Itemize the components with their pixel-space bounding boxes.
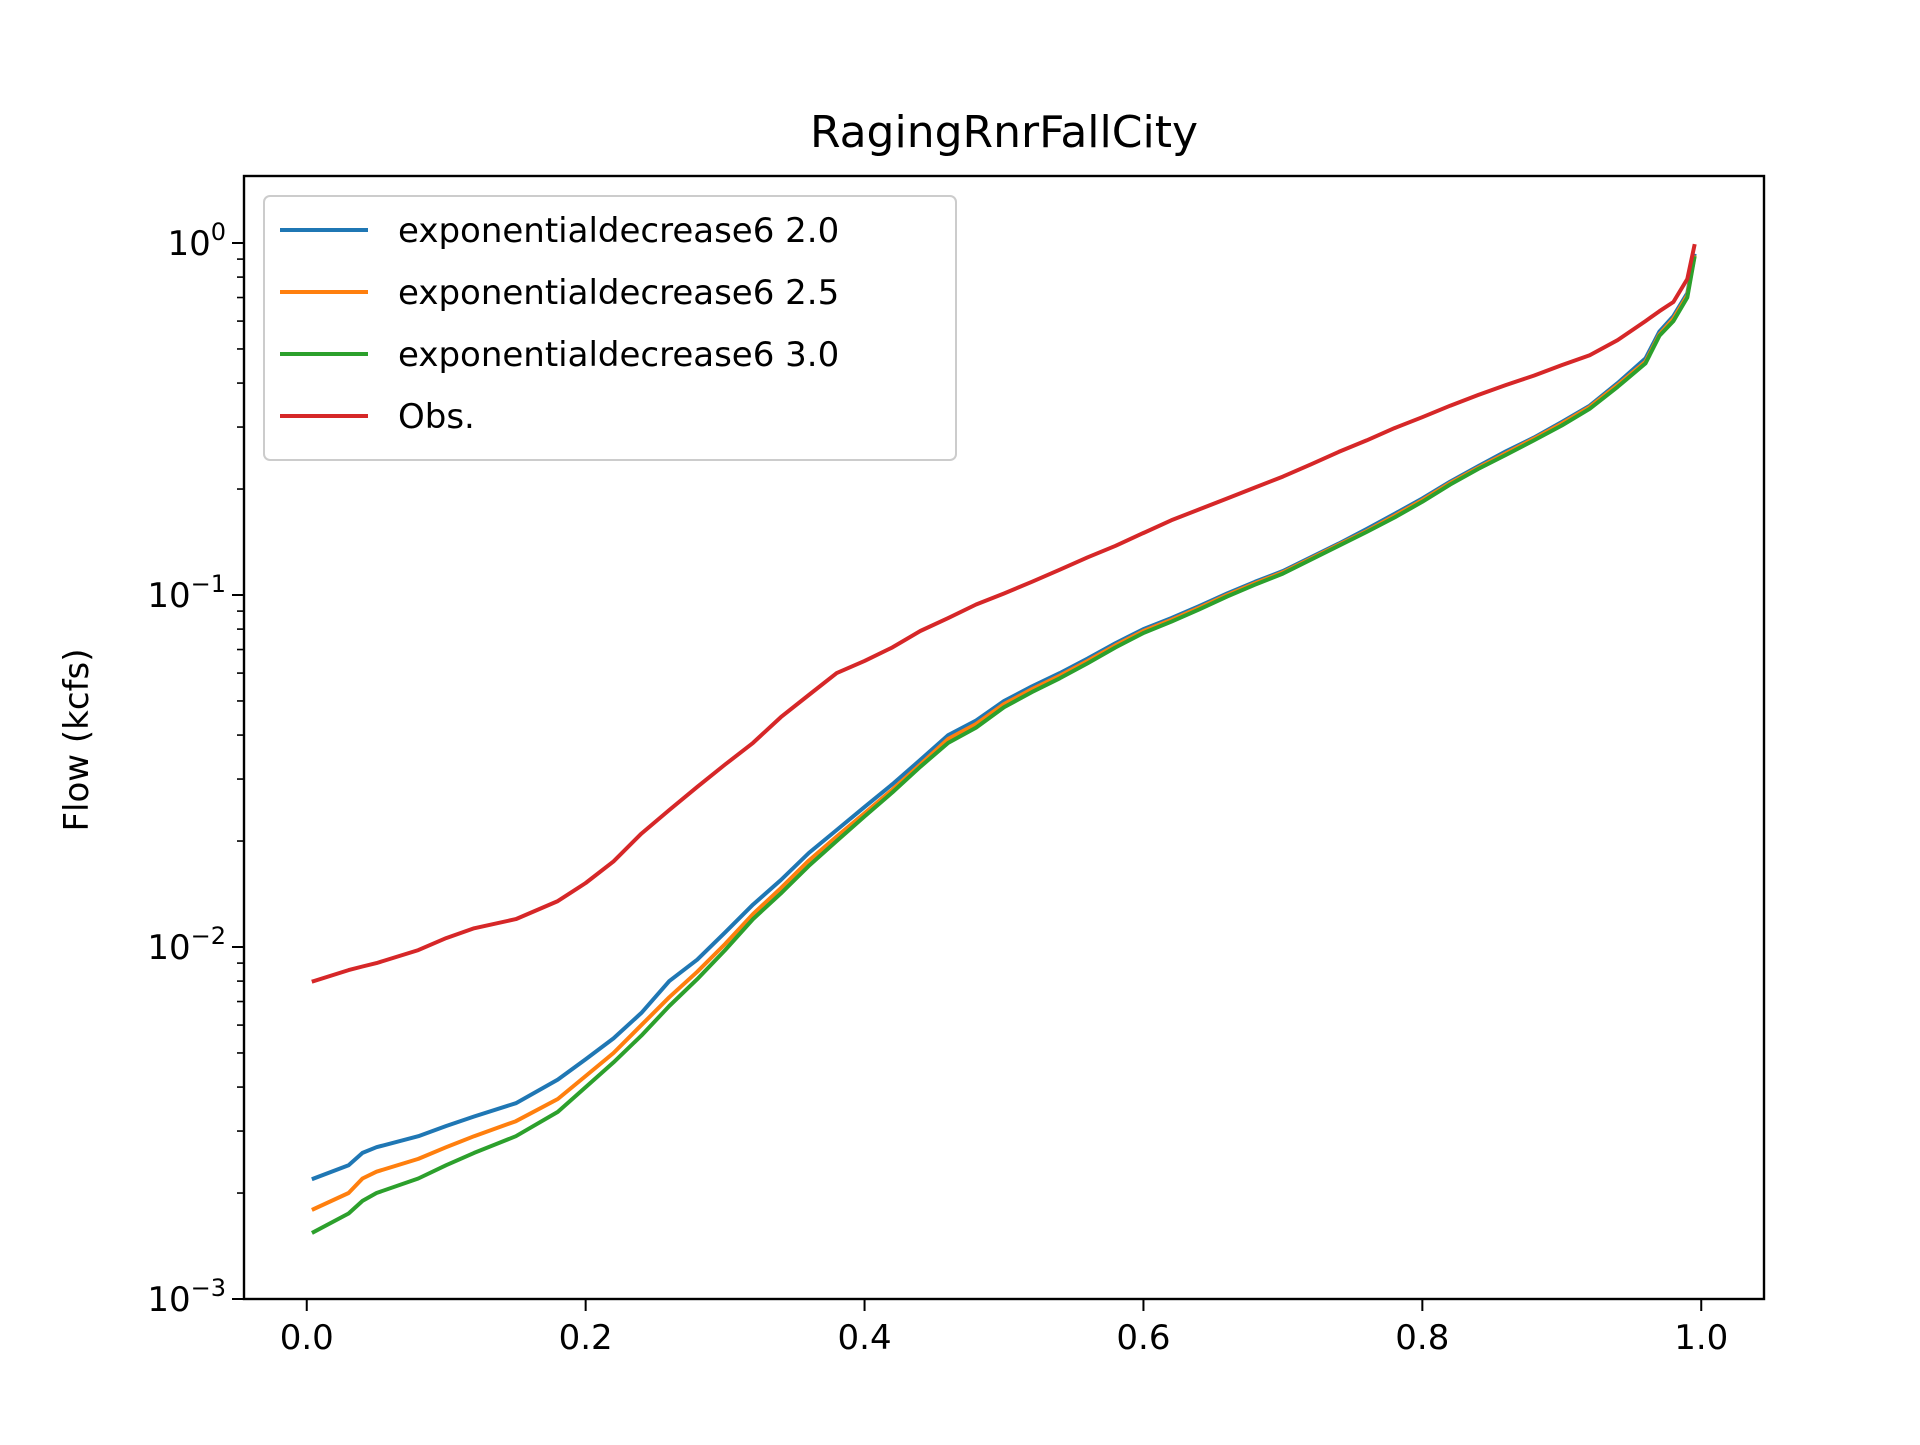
series-line-3 [311, 243, 1697, 984]
x-tick-label: 0.2 [559, 1318, 613, 1358]
legend-box [263, 195, 957, 461]
legend-label: Obs. [398, 397, 475, 437]
y-tick-label: 10−2 [147, 922, 226, 968]
x-tick-label: 0.8 [1395, 1318, 1449, 1358]
legend: exponentialdecrease6 2.0 exponentialdecre… [263, 195, 957, 461]
series-line-2 [310, 255, 1697, 1235]
legend-label: exponentialdecrease6 2.5 [398, 273, 839, 313]
x-tick-label: 1.0 [1674, 1318, 1728, 1358]
legend-label: exponentialdecrease6 3.0 [398, 335, 839, 375]
y-tick-label: 10−1 [147, 570, 226, 616]
y-tick-label: 100 [167, 218, 226, 264]
x-tick-label: 0.0 [280, 1318, 334, 1358]
plot-area [310, 243, 1697, 1235]
chart-title: RagingRnrFallCity [810, 107, 1198, 158]
x-tick-label: 0.4 [838, 1318, 892, 1358]
legend-label: exponentialdecrease6 2.0 [398, 211, 839, 251]
plot-frame [242, 174, 1766, 1301]
axis-ticks: 0.0 0.2 0.4 0.6 0.8 1.0 10−3 10−2 10−1 100 [147, 218, 1728, 1358]
x-tick-label: 0.6 [1116, 1318, 1170, 1358]
y-tick-label: 10−3 [147, 1274, 226, 1320]
y-axis-label: Flow (kcfs) [57, 648, 97, 831]
